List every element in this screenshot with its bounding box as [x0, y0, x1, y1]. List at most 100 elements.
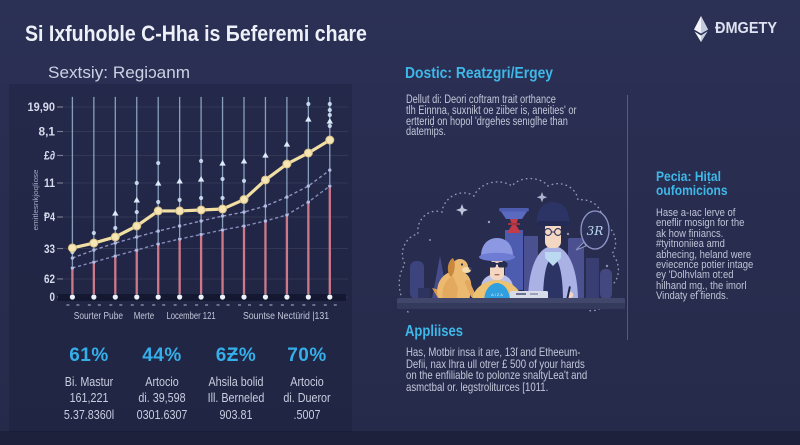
range-triangle	[112, 210, 119, 216]
range-triangle	[326, 118, 333, 124]
lower-dashed-marker	[177, 237, 182, 241]
highlight-point	[67, 243, 77, 253]
range-dot	[113, 225, 118, 231]
stat-2-label: Artocio di. 39,598 0301.6307	[136, 375, 188, 422]
x-tick-label: Merte	[134, 311, 155, 322]
range-triangle	[240, 157, 248, 164]
range-dot	[241, 178, 247, 184]
brand-logo: ƉMGETY	[693, 14, 800, 44]
upper-dashed-marker	[113, 241, 118, 245]
right-section-body: Hase a-ıac lerve of eneflir mosign for t…	[656, 207, 754, 303]
range-dot	[327, 107, 332, 113]
y-tick-label: £∂	[44, 149, 55, 163]
range-dot	[327, 123, 332, 129]
baseline-dot	[305, 294, 311, 300]
upper-dashed-marker	[177, 224, 182, 228]
stat-1-label: Bi. Mastur 161,221 5.37.8360l	[63, 375, 115, 422]
baseline-dot	[327, 294, 333, 300]
range-dot	[156, 199, 161, 205]
y-tick-label: 62	[44, 272, 55, 286]
range-dot	[156, 160, 161, 166]
stat-3-label: Ahsila bolid Ill. Berneled 903.81	[207, 375, 265, 422]
ethereum-diamond-icon	[694, 15, 708, 42]
baseline-dot	[155, 294, 161, 300]
stat-1: 61% Bi. Mastur 161,221 5.37.8360l	[29, 345, 149, 423]
baseline-dot	[284, 294, 290, 300]
upper-dashed-marker	[92, 248, 96, 252]
baseline-dot	[219, 294, 226, 300]
highlight-point	[89, 238, 99, 248]
middle-section-heading: Dostic: Reatzgri/Ergey	[405, 65, 554, 82]
y-tick-label: 8,1	[39, 125, 56, 139]
stat-2: 44% Artocio di. 39,598 0301.6307	[102, 345, 222, 423]
range-dot	[220, 176, 225, 182]
brand-name: ƉMGETY	[715, 20, 778, 37]
range-dot	[177, 197, 182, 203]
highlight-point	[239, 195, 249, 205]
price-chart: 19,90 8,1 £∂ 11 Ᵽ4 33 62 0 emitlesnkjoqliose Sour…	[28, 96, 348, 322]
x-tick-label: Sourter Pube	[74, 311, 124, 322]
x-tick-label: Locember 121	[166, 311, 216, 322]
cloud-outline	[398, 177, 619, 313]
highlight-point	[153, 206, 163, 216]
highlight-point	[196, 205, 206, 215]
range-triangle	[155, 180, 162, 186]
speech-bubble-text: 3R	[587, 224, 604, 238]
highlight-point	[110, 232, 120, 242]
upper-dashed-marker	[156, 229, 160, 233]
range-triangle	[305, 115, 312, 122]
upper-dashed-marker	[306, 184, 311, 188]
middle-section-body: Dellut di: Deori coftram trait orthance …	[406, 94, 577, 139]
person-right	[528, 202, 578, 302]
range-dot	[134, 180, 139, 186]
range-dot	[134, 209, 139, 215]
lower-dashed-marker	[220, 228, 225, 232]
x-tick-label: Sountse Nectürid |131	[243, 311, 329, 322]
highlight-point	[282, 159, 292, 169]
highlight-point	[325, 135, 335, 145]
stat-4-percent: 70%	[287, 345, 327, 366]
lower-dashed-marker	[92, 260, 96, 264]
baseline-dot	[112, 294, 118, 300]
applies-heading: Appliises	[405, 323, 463, 340]
highlight-point	[132, 221, 142, 231]
desk	[397, 288, 625, 309]
upper-dashed-marker	[199, 219, 203, 223]
range-dot	[199, 158, 204, 164]
baseline-dot	[262, 294, 269, 300]
lower-dashed-marker	[199, 232, 203, 237]
upper-dashed-marker	[328, 168, 332, 172]
range-triangle	[176, 177, 183, 184]
person-left: A I Z A	[472, 238, 522, 302]
range-dot	[91, 230, 96, 236]
y-axis-title: emitlesnkjoqliose	[31, 170, 40, 231]
range-triangle	[283, 141, 291, 147]
baseline-dot	[134, 294, 140, 300]
upper-dashed-marker	[220, 214, 225, 218]
dog	[432, 258, 476, 302]
applies-body: Has, Motbir insa it are, 13ſ and Etheeum…	[406, 345, 588, 394]
chart-subtitle: Sextsiy: Regiɔanm	[48, 63, 191, 82]
range-triangle	[197, 176, 205, 182]
highlight-point	[218, 204, 228, 214]
stat-3-percent: 6Ƶ%	[215, 345, 257, 366]
right-section-heading: Pecia: Hiṭal oufomicions	[656, 168, 728, 198]
stat-1-percent: 61%	[69, 345, 109, 366]
baseline-dot	[69, 294, 75, 300]
upper-dashed-marker	[70, 256, 75, 260]
y-tick-label: 0	[50, 290, 56, 304]
lower-dashed-marker	[70, 266, 75, 270]
y-tick-label: 19,90	[28, 100, 56, 114]
lamp	[499, 208, 529, 290]
stat-4-label: Artocio di. Dueror .5007	[283, 375, 331, 422]
range-triangle	[219, 160, 226, 166]
range-dot	[220, 195, 225, 201]
y-tick-label: 33	[44, 242, 55, 256]
baseline-dot	[198, 294, 204, 300]
lower-dashed-marker	[113, 254, 118, 258]
baseline-dot	[91, 294, 97, 300]
stat-2-percent: 44%	[142, 345, 182, 366]
y-tick-label: 11	[44, 176, 55, 190]
lower-dashed-marker	[156, 242, 160, 246]
upper-dashed-marker	[135, 235, 139, 239]
